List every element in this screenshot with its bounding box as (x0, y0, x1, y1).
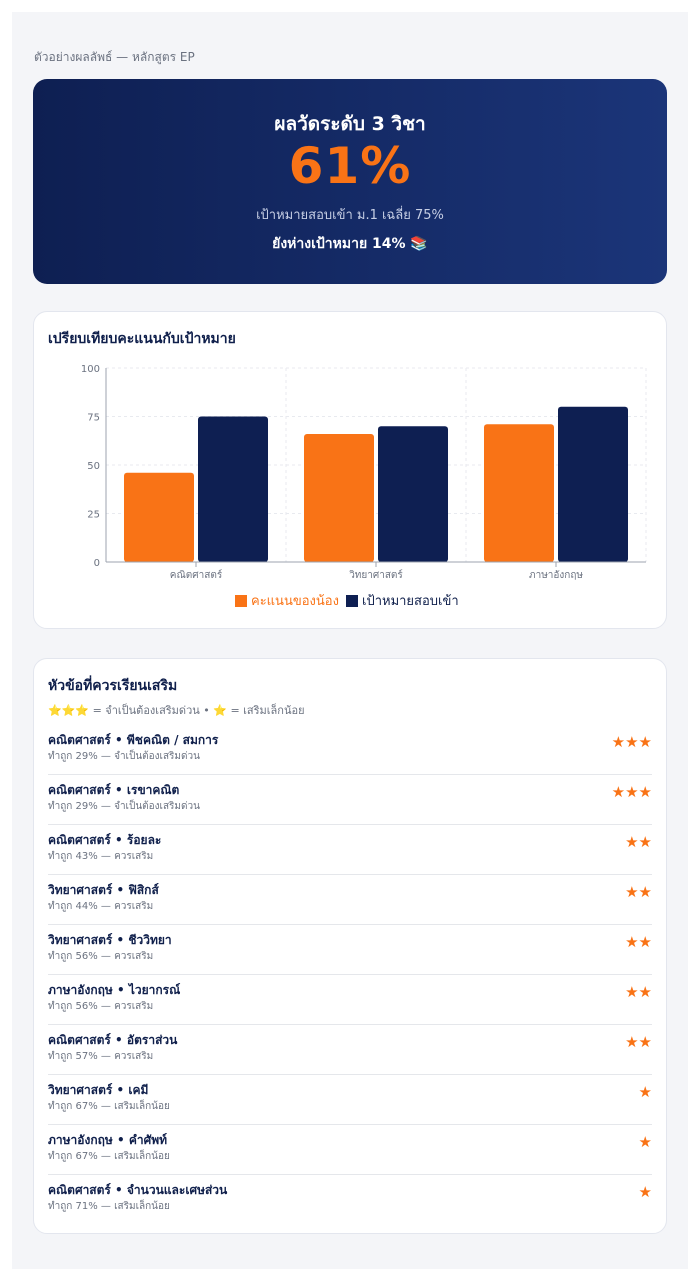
topic-row: ภาษาอังกฤษ • คำศัพท์ทำถูก 67% — เสริมเล็… (48, 1125, 652, 1175)
priority-legend-note: ⭐⭐⭐ = จำเป็นต้องเสริมด่วน • ⭐ = เสริมเล็… (48, 704, 305, 717)
topic-row: วิทยาศาสตร์ • เคมีทำถูก 67% — เสริมเล็กน… (48, 1075, 652, 1125)
breadcrumb: ตัวอย่างผลลัพธ์ — หลักสูตร EP (34, 50, 195, 64)
topics-card: หัวข้อที่ควรเรียนเสริม ⭐⭐⭐ = จำเป็นต้องเ… (33, 658, 667, 1234)
star-rating-icon: ★★★ (611, 783, 652, 801)
topic-detail: ทำถูก 44% — ควรเสริม (48, 901, 154, 912)
topic-row: วิทยาศาสตร์ • ฟิสิกส์ทำถูก 44% — ควรเสริ… (48, 875, 652, 925)
star-rating-icon: ★★ (625, 983, 652, 1001)
topic-name: คณิตศาสตร์ • ร้อยละ (48, 833, 162, 847)
topic-name: วิทยาศาสตร์ • ฟิสิกส์ (48, 883, 159, 897)
results-page: ตัวอย่างผลลัพธ์ — หลักสูตร EP ผลวัดระดับ… (12, 12, 688, 1269)
hero-title: ผลวัดระดับ 3 วิชา (274, 113, 426, 135)
bar-score (124, 472, 194, 562)
y-tick-label: 25 (87, 510, 100, 521)
star-rating-icon: ★★ (625, 1033, 652, 1051)
topic-list: คณิตศาสตร์ • พีชคณิต / สมการทำถูก 29% — … (48, 725, 652, 1225)
comparison-bar-chart: 0 25 50 75 100 คณิตศาสตร์ วิทยาศาสตร์ ภาษาอังกฤ… (81, 364, 647, 609)
bar-target (198, 416, 268, 562)
topic-name: คณิตศาสตร์ • พีชคณิต / สมการ (48, 733, 219, 747)
topics-title: หัวข้อที่ควรเรียนเสริม (48, 678, 178, 694)
x-tick-label: ภาษาอังกฤษ (529, 570, 583, 581)
topic-detail: ทำถูก 57% — ควรเสริม (48, 1051, 154, 1062)
topic-detail: ทำถูก 67% — เสริมเล็กน้อย (48, 1151, 170, 1162)
topic-row: คณิตศาสตร์ • อัตราส่วนทำถูก 57% — ควรเสร… (48, 1025, 652, 1075)
comparison-chart-card: เปรียบเทียบคะแนนกับเป้าหมาย 0 25 50 75 100 คณ… (33, 311, 667, 629)
topic-row: วิทยาศาสตร์ • ชีววิทยาทำถูก 56% — ควรเสร… (48, 925, 652, 975)
score-summary-card: ผลวัดระดับ 3 วิชา 61% เป้าหมายสอบเข้า ม.… (33, 79, 667, 284)
chart-title: เปรียบเทียบคะแนนกับเป้าหมาย (48, 331, 236, 347)
bar-score (304, 433, 374, 562)
topic-row: คณิตศาสตร์ • ร้อยละทำถูก 43% — ควรเสริม ★… (48, 825, 652, 875)
topic-name: ภาษาอังกฤษ • คำศัพท์ (48, 1133, 168, 1147)
star-rating-icon: ★ (638, 1133, 652, 1151)
topic-name: คณิตศาสตร์ • จำนวนและเศษส่วน (48, 1183, 228, 1197)
topic-name: คณิตศาสตร์ • เรขาคณิต (48, 783, 180, 797)
x-tick-label: คณิตศาสตร์ (170, 569, 223, 581)
star-rating-icon: ★★ (625, 833, 652, 851)
legend-swatch (235, 595, 247, 607)
star-rating-icon: ★★★ (611, 733, 652, 751)
bar-target (378, 426, 448, 562)
target-text: เป้าหมายสอบเข้า ม.1 เฉลี่ย 75% (256, 208, 444, 223)
legend-label: คะแนนของน้อง (251, 594, 339, 609)
topic-name: วิทยาศาสตร์ • ชีววิทยา (48, 933, 172, 947)
overall-score: 61% (288, 137, 412, 195)
legend-swatch (346, 595, 358, 607)
star-rating-icon: ★★ (625, 933, 652, 951)
legend-label: เป้าหมายสอบเข้า (362, 594, 459, 609)
topic-detail: ทำถูก 29% — จำเป็นต้องเสริมด่วน (48, 801, 200, 812)
topic-detail: ทำถูก 56% — ควรเสริม (48, 951, 154, 962)
gap-text: ยังห่างเป้าหมาย 14% 📚 (272, 236, 428, 252)
topic-row: คณิตศาสตร์ • เรขาคณิตทำถูก 29% — จำเป็นต… (48, 775, 652, 825)
bar-score (484, 424, 554, 562)
topic-detail: ทำถูก 71% — เสริมเล็กน้อย (48, 1201, 170, 1212)
topic-row: ภาษาอังกฤษ • ไวยากรณ์ทำถูก 56% — ควรเสริ… (48, 975, 652, 1025)
topic-name: วิทยาศาสตร์ • เคมี (48, 1083, 149, 1097)
star-rating-icon: ★ (638, 1083, 652, 1101)
x-tick-label: วิทยาศาสตร์ (349, 569, 404, 581)
topic-row: คณิตศาสตร์ • พีชคณิต / สมการทำถูก 29% — … (48, 725, 652, 775)
star-rating-icon: ★ (638, 1183, 652, 1201)
topic-detail: ทำถูก 56% — ควรเสริม (48, 1001, 154, 1012)
star-rating-icon: ★★ (625, 883, 652, 901)
topic-detail: ทำถูก 29% — จำเป็นต้องเสริมด่วน (48, 751, 200, 762)
topic-row: คณิตศาสตร์ • จำนวนและเศษส่วนทำถูก 71% — … (48, 1175, 652, 1225)
topic-name: ภาษาอังกฤษ • ไวยากรณ์ (48, 983, 181, 997)
topic-detail: ทำถูก 43% — ควรเสริม (48, 851, 154, 862)
y-tick-label: 100 (81, 364, 100, 375)
topic-name: คณิตศาสตร์ • อัตราส่วน (48, 1033, 178, 1047)
y-tick-label: 0 (94, 558, 100, 569)
y-tick-label: 75 (87, 413, 100, 424)
bar-target (558, 406, 628, 562)
topic-detail: ทำถูก 67% — เสริมเล็กน้อย (48, 1101, 170, 1112)
y-tick-label: 50 (87, 461, 100, 472)
